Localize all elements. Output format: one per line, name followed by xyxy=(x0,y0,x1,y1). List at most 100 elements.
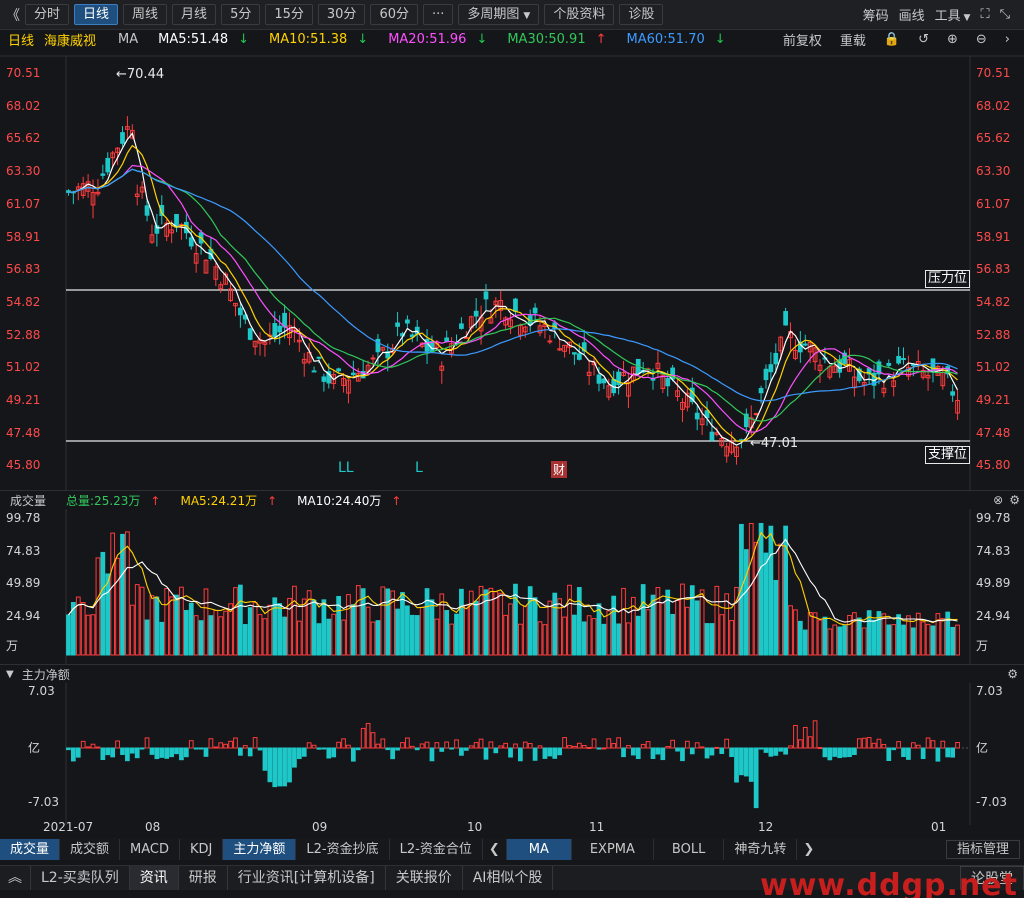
flow-bar xyxy=(454,739,459,749)
lock-icon[interactable]: 🔒 xyxy=(883,31,901,47)
tab-boll[interactable]: BOLL xyxy=(654,838,725,860)
tab-macd[interactable]: MACD xyxy=(120,838,180,860)
volume-bar xyxy=(179,586,184,656)
tab-main-flow[interactable]: 主力净额 xyxy=(223,838,297,860)
volume-bar xyxy=(296,620,302,656)
date-tick-label: 08 xyxy=(145,820,161,834)
next-icon[interactable]: › xyxy=(1004,31,1010,47)
next-icon[interactable]: ❯ xyxy=(803,841,815,857)
volume-bar xyxy=(405,605,410,656)
nav-news[interactable]: 资讯 xyxy=(129,866,179,890)
candle-body xyxy=(473,310,479,317)
flow-bar xyxy=(827,747,833,761)
volume-bar xyxy=(920,621,926,656)
candle-body xyxy=(444,337,450,342)
tab-expma[interactable]: EXPMA xyxy=(572,838,654,860)
tab-30min[interactable]: 30分 xyxy=(317,4,366,25)
flow-bar xyxy=(218,742,224,749)
flow-tick-label: -7.03 xyxy=(28,795,60,809)
prev-icon[interactable]: ❮ xyxy=(483,838,507,860)
tab-l2-position[interactable]: L2-资金合位 xyxy=(390,838,483,860)
nav-ai-similar[interactable]: AI相似个股 xyxy=(463,866,554,890)
reload-button[interactable]: 重载 xyxy=(839,33,866,49)
chips-button[interactable]: 筹码 xyxy=(862,9,889,24)
flow-bar xyxy=(778,747,784,752)
candle-body xyxy=(773,352,779,365)
candle-body xyxy=(680,401,685,410)
financial-report-badge[interactable]: 财 xyxy=(551,461,568,478)
flow-bar xyxy=(90,743,96,749)
tab-volume[interactable]: 成交量 xyxy=(0,838,61,860)
tab-l2-bottom[interactable]: L2-资金抄底 xyxy=(296,838,390,860)
tab-fenshi[interactable]: 分时 xyxy=(25,4,70,25)
tab-daily[interactable]: 日线 xyxy=(74,4,119,25)
volume-bar xyxy=(223,610,229,656)
indicator-manage-button[interactable]: 指标管理 xyxy=(945,839,1020,859)
restore-icon[interactable]: ⤡ xyxy=(999,7,1010,22)
expand-icon[interactable]: ︽ xyxy=(0,866,31,890)
more-button[interactable]: ··· xyxy=(422,4,454,25)
flow-bar xyxy=(346,744,351,749)
date-tick-label: 11 xyxy=(589,820,605,834)
volume-bar xyxy=(277,603,283,656)
draw-button[interactable]: 画线 xyxy=(898,9,925,24)
flow-bar xyxy=(228,740,233,749)
flow-bar xyxy=(129,747,135,754)
flow-bar xyxy=(292,747,297,768)
tab-weekly[interactable]: 周线 xyxy=(123,4,168,25)
volume-bar xyxy=(385,588,391,656)
volume-unit-label: 万 xyxy=(6,639,19,653)
close-icon[interactable]: ⊗ xyxy=(993,493,1004,507)
volume-bar xyxy=(812,612,818,656)
candle-body xyxy=(596,374,602,384)
flow-bar xyxy=(542,747,548,759)
tab-kdj[interactable]: KDJ xyxy=(180,838,224,860)
candle-body xyxy=(778,336,784,352)
tools-dropdown[interactable]: 工具 ▼ xyxy=(934,9,971,24)
zoom-in-icon[interactable]: ⊕ xyxy=(946,31,958,47)
back-icon[interactable]: 《 xyxy=(6,7,20,24)
volume-bar xyxy=(233,587,238,656)
flow-bar xyxy=(920,747,926,760)
diagnose-button[interactable]: 诊股 xyxy=(619,4,664,25)
price-tick-label: 47.48 xyxy=(976,425,1011,440)
volume-bar xyxy=(709,623,715,656)
undo-icon[interactable]: ↺ xyxy=(918,31,929,47)
volume-bar xyxy=(272,597,278,656)
tab-monthly[interactable]: 月线 xyxy=(172,4,217,25)
nav-l2-queue[interactable]: L2-买卖队列 xyxy=(31,866,130,890)
tab-ma[interactable]: MA xyxy=(506,838,572,860)
tab-5min[interactable]: 5分 xyxy=(221,4,261,25)
candle-body xyxy=(144,205,150,216)
fq-button[interactable]: 前复权 xyxy=(782,33,822,49)
candle-body xyxy=(95,191,101,195)
volume-header: 成交量 总量:25.23万 ↑ MA5:24.21万 ↑ MA10:24.40万 ↑ … xyxy=(0,490,1024,509)
tab-magic-nine[interactable]: 神奇九转 xyxy=(724,838,798,860)
flow-bar xyxy=(572,745,577,749)
volume-bar xyxy=(203,588,209,656)
volume-bar xyxy=(488,587,494,656)
flow-bar xyxy=(635,747,641,760)
stock-profile-button[interactable]: 个股资料 xyxy=(544,4,615,25)
nav-research[interactable]: 研报 xyxy=(179,866,228,890)
candle-body xyxy=(925,374,931,379)
nav-related-quotes[interactable]: 关联报价 xyxy=(386,866,463,890)
flow-bar xyxy=(660,747,666,761)
multi-period-dropdown[interactable]: 多周期图 ▼ xyxy=(458,4,540,25)
flow-bar xyxy=(125,747,130,762)
flow-bar xyxy=(144,737,150,749)
settings-icon[interactable]: ⚙ xyxy=(1007,667,1018,681)
tab-15min[interactable]: 15分 xyxy=(265,4,313,25)
flow-bar xyxy=(242,745,248,749)
volume-bar xyxy=(576,587,582,656)
zoom-out-icon[interactable]: ⊖ xyxy=(975,31,987,47)
volume-bar xyxy=(193,615,199,656)
nav-industry-news[interactable]: 行业资讯[计算机设备] xyxy=(228,866,386,890)
settings-icon[interactable]: ⚙ xyxy=(1009,493,1020,507)
fullscreen-icon[interactable]: ⛶ xyxy=(980,7,990,22)
tab-60min[interactable]: 60分 xyxy=(370,4,418,25)
flow-bar xyxy=(252,737,258,749)
tab-amount[interactable]: 成交额 xyxy=(60,838,121,860)
collapse-icon[interactable]: ▼ xyxy=(6,668,14,680)
